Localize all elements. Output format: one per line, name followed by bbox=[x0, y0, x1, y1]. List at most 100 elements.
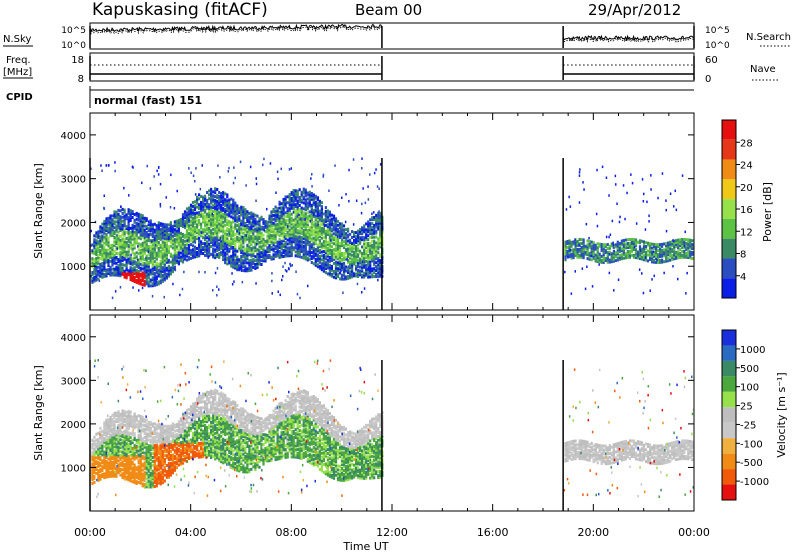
power-cell bbox=[665, 259, 668, 263]
power-cell bbox=[361, 273, 364, 277]
power-cell bbox=[284, 219, 287, 223]
power-cell bbox=[288, 216, 291, 220]
power-cell bbox=[172, 282, 174, 286]
velocity-cell bbox=[125, 428, 128, 432]
power-cell bbox=[196, 247, 199, 250]
power-cell bbox=[622, 242, 625, 246]
power-cell bbox=[644, 245, 648, 248]
power-cell bbox=[133, 266, 136, 270]
power-cell bbox=[191, 238, 195, 242]
power-cell bbox=[373, 261, 376, 265]
power-cell bbox=[238, 264, 241, 268]
power-cell bbox=[230, 264, 233, 268]
power-cell bbox=[574, 253, 577, 257]
power-cell bbox=[286, 222, 289, 226]
power-cell bbox=[365, 222, 368, 226]
power-cell bbox=[165, 276, 168, 280]
velocity-cell bbox=[111, 413, 114, 417]
power-cell bbox=[157, 262, 160, 266]
power-cell bbox=[367, 271, 370, 275]
power-cell bbox=[296, 215, 298, 218]
power-cell bbox=[689, 254, 692, 258]
velocity-cell bbox=[123, 417, 126, 421]
power-cell bbox=[260, 245, 263, 249]
velocity-cell bbox=[111, 462, 114, 466]
velocity-cell bbox=[113, 470, 116, 474]
power-cell bbox=[159, 222, 162, 226]
power-cell bbox=[214, 201, 217, 204]
velocity-cell bbox=[119, 418, 122, 422]
power-cell bbox=[673, 243, 676, 247]
power-cell bbox=[228, 206, 231, 210]
power-cell bbox=[592, 241, 595, 245]
power-cell bbox=[316, 210, 319, 214]
power-cell bbox=[113, 253, 116, 257]
velocity-cell bbox=[101, 443, 104, 447]
power-cell bbox=[139, 256, 142, 260]
power-cell bbox=[340, 277, 344, 281]
power-cell bbox=[316, 259, 319, 263]
power-cell bbox=[342, 254, 346, 257]
power-cell bbox=[99, 256, 102, 260]
power-cell bbox=[375, 219, 378, 223]
power-cell bbox=[624, 242, 627, 246]
power-cell bbox=[630, 173, 632, 176]
power-cell bbox=[129, 240, 132, 244]
power-cell bbox=[200, 224, 203, 228]
power-cell bbox=[651, 260, 654, 264]
power-cell bbox=[288, 222, 291, 226]
velocity-cell bbox=[105, 420, 108, 424]
power-cell bbox=[147, 280, 150, 284]
velocity-cell bbox=[129, 422, 132, 426]
power-cell bbox=[107, 238, 110, 242]
power-cell bbox=[320, 230, 323, 234]
power-cell bbox=[367, 249, 370, 253]
power-cell bbox=[169, 238, 172, 242]
power-cell bbox=[222, 208, 225, 212]
power-cell bbox=[288, 252, 291, 256]
power-cell bbox=[255, 199, 257, 202]
power-cell bbox=[600, 254, 603, 258]
power-cell bbox=[238, 248, 241, 252]
velocity-cell bbox=[95, 456, 98, 460]
power-cell bbox=[312, 230, 315, 234]
power-cell bbox=[600, 243, 603, 246]
power-cell bbox=[296, 191, 299, 195]
power-cell bbox=[240, 256, 243, 260]
power-cell bbox=[127, 227, 130, 231]
power-cell bbox=[675, 252, 678, 256]
power-cell bbox=[598, 260, 601, 264]
power-cell bbox=[272, 227, 275, 231]
power-cell bbox=[181, 248, 185, 252]
power-cell bbox=[218, 212, 221, 216]
velocity-cell bbox=[125, 434, 128, 438]
power-cell bbox=[276, 230, 279, 234]
power-cell bbox=[602, 251, 605, 255]
power-cell bbox=[344, 243, 348, 247]
velocity-cell bbox=[123, 449, 126, 453]
power-cell bbox=[185, 252, 189, 256]
power-cell bbox=[244, 239, 247, 243]
velocity-cell bbox=[101, 461, 104, 465]
power-cell bbox=[91, 249, 94, 253]
power-cell bbox=[622, 244, 625, 248]
power-cell bbox=[165, 237, 168, 241]
power-cell bbox=[280, 239, 283, 243]
power-cell bbox=[314, 238, 317, 242]
power-cell bbox=[324, 271, 327, 275]
power-cell bbox=[375, 266, 378, 270]
power-cell bbox=[139, 251, 142, 254]
power-cell bbox=[282, 207, 285, 211]
power-cell bbox=[689, 256, 692, 260]
velocity-cell bbox=[93, 467, 96, 471]
power-cell bbox=[181, 250, 185, 254]
power-cell bbox=[109, 220, 112, 224]
power-cell bbox=[296, 221, 299, 225]
power-cell bbox=[206, 228, 209, 232]
power-cell bbox=[311, 185, 313, 188]
power-cell bbox=[286, 238, 289, 242]
power-cell bbox=[624, 238, 627, 242]
power-cell bbox=[377, 272, 380, 276]
power-cell bbox=[367, 185, 369, 188]
power-cell bbox=[141, 222, 144, 226]
